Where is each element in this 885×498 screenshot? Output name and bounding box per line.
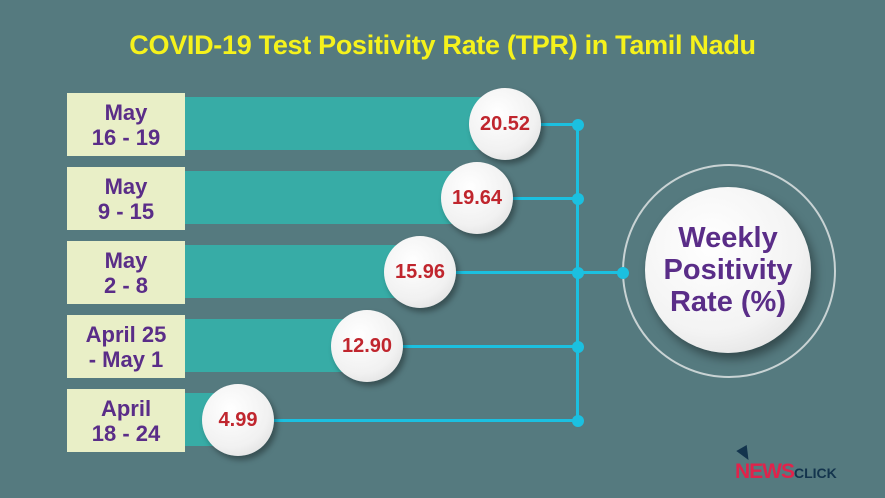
value-bubble: 12.90 <box>331 310 403 382</box>
center-label-circle: Weekly Positivity Rate (%) <box>645 187 811 353</box>
label-line1: April 25 <box>85 321 167 347</box>
row-label: May 9 - 15 <box>67 167 185 230</box>
label-line1: May <box>104 99 148 125</box>
connector-line <box>367 345 578 348</box>
logo-click: CLICK <box>794 465 837 481</box>
row-label: April 25 - May 1 <box>67 315 185 378</box>
row-label: May 16 - 19 <box>67 93 185 156</box>
value-bubble: 4.99 <box>202 384 274 456</box>
value-bubble: 20.52 <box>469 88 541 160</box>
bar <box>185 97 505 150</box>
bar <box>185 245 420 298</box>
label-line2: 16 - 19 <box>91 124 161 150</box>
row-label: April 18 - 24 <box>67 389 185 452</box>
ring-node <box>617 267 629 279</box>
value-bubble: 15.96 <box>384 236 456 308</box>
chart-title: COVID-19 Test Positivity Rate (TPR) in T… <box>129 30 756 60</box>
logo-news: NEWS <box>735 460 795 483</box>
connector-node <box>572 341 584 353</box>
label-line2: 9 - 15 <box>97 198 155 224</box>
center-line1: Weekly <box>678 222 778 254</box>
label-line1: May <box>104 173 148 199</box>
connector-line <box>477 197 578 200</box>
connector-node <box>572 267 584 279</box>
newsclick-logo: NEWSCLICK <box>735 460 837 484</box>
center-line2: Positivity <box>663 254 793 286</box>
row-label: May 2 - 8 <box>67 241 185 304</box>
label-line1: May <box>104 247 148 273</box>
connector-line <box>505 123 578 126</box>
connector-line <box>238 419 578 422</box>
label-line2: - May 1 <box>88 346 164 372</box>
connector-node <box>572 415 584 427</box>
center-line3: Rate (%) <box>669 286 786 318</box>
label-line2: 18 - 24 <box>91 420 161 446</box>
label-line2: 2 - 8 <box>103 272 149 298</box>
connector-node <box>572 193 584 205</box>
connector-line <box>420 271 623 274</box>
label-line1: April <box>100 395 152 421</box>
value-bubble: 19.64 <box>441 162 513 234</box>
connector-node <box>572 119 584 131</box>
bar <box>185 171 477 224</box>
